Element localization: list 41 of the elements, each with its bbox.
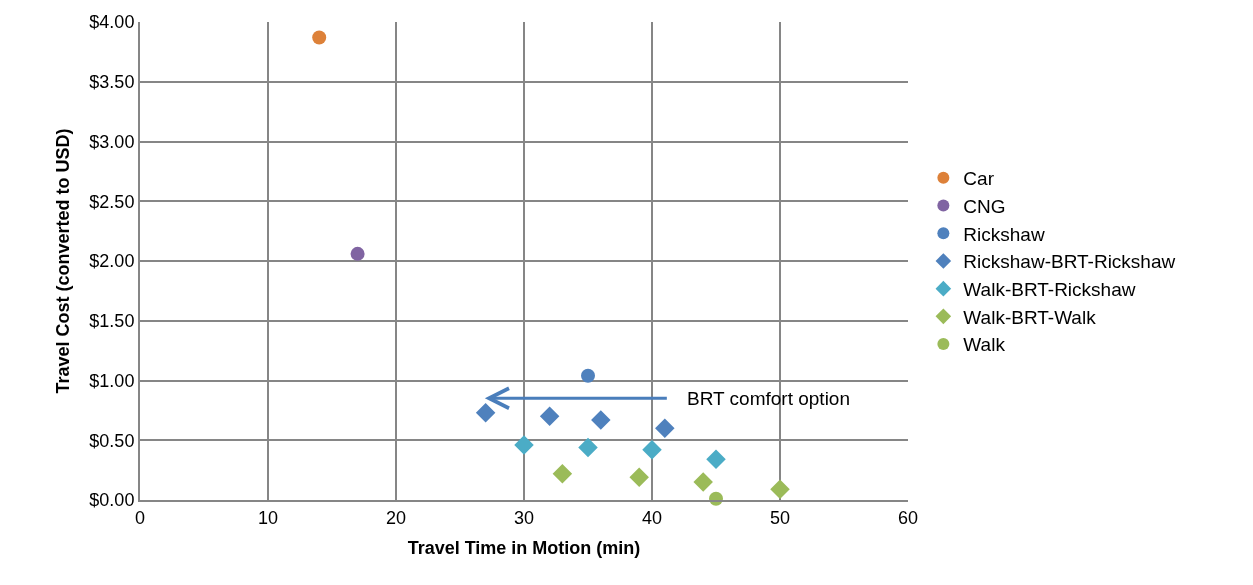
point	[578, 437, 598, 458]
y-tick-label: $0.00	[89, 490, 135, 511]
y-tick-label: $1.50	[89, 311, 135, 332]
y-tick-label: $3.00	[89, 131, 135, 152]
x-tick-label: 10	[257, 507, 279, 528]
legend-label: Walk-BRT-Rickshaw	[963, 279, 1136, 301]
y-tick-label: $2.00	[89, 251, 135, 272]
y-tick-label: $3.50	[89, 72, 135, 93]
x-tick-label: 30	[513, 507, 535, 528]
legend-label: Rickshaw-BRT-Rickshaw	[963, 251, 1176, 273]
point	[770, 479, 790, 499]
y-tick-label: $2.50	[89, 191, 135, 212]
x-tick-label: 0	[134, 507, 146, 528]
x-tick-label: 60	[897, 507, 919, 528]
x-tick-label: 40	[641, 507, 663, 528]
y-axis-title: Travel Cost (converted to USD)	[53, 128, 74, 394]
point	[475, 403, 496, 423]
legend-label: CNG	[963, 195, 1006, 217]
legend-label: Walk	[963, 334, 1006, 356]
x-axis-title: Travel Time in Motion (min)	[407, 538, 641, 559]
point	[706, 449, 726, 470]
annotation: BRT comfort option	[687, 388, 850, 409]
point	[655, 418, 675, 439]
point	[552, 463, 573, 484]
point	[581, 368, 595, 383]
point	[350, 246, 365, 261]
point	[693, 472, 713, 492]
legend-label: Walk-BRT-Walk	[963, 306, 1097, 328]
point	[312, 30, 327, 45]
legend-label: Rickshaw	[963, 223, 1045, 245]
y-tick-label: $4.00	[89, 12, 135, 33]
x-tick-label: 20	[385, 507, 407, 528]
y-tick-label: $1.00	[89, 370, 135, 391]
legend-label: Car	[963, 168, 995, 190]
point	[629, 467, 649, 488]
x-tick-label: 50	[769, 507, 791, 528]
point	[642, 440, 662, 460]
y-tick-label: $0.50	[89, 430, 135, 451]
point	[514, 435, 534, 455]
point	[539, 406, 560, 427]
point	[591, 410, 611, 430]
